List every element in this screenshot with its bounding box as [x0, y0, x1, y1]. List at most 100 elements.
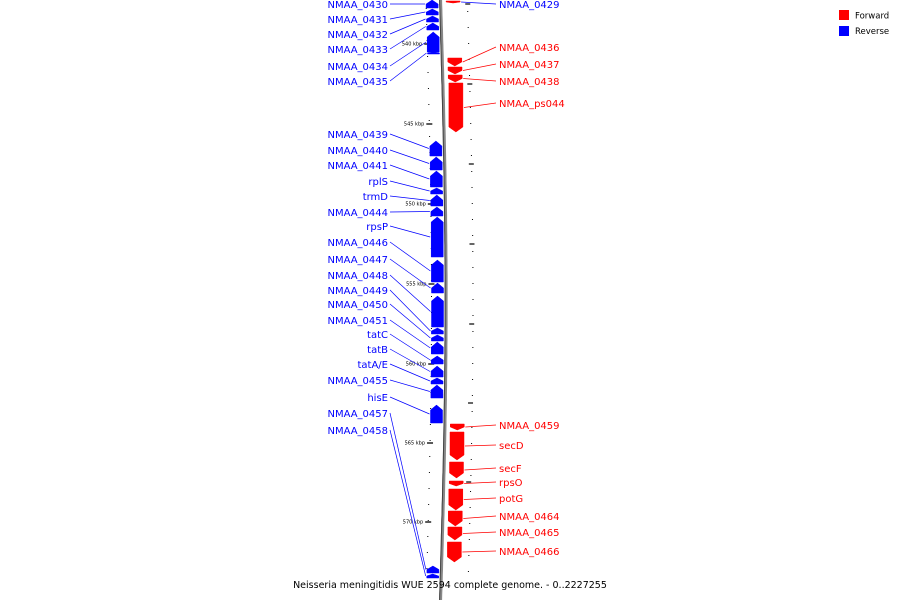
gene-label-potG[interactable]: potG: [499, 494, 523, 505]
leader-line: [462, 46, 497, 63]
scale-tick-minor: [427, 520, 429, 521]
leader-line: [389, 133, 429, 149]
gene-feature-NMAA_0448[interactable]: [431, 295, 444, 328]
gene-feature-rplS[interactable]: [430, 187, 443, 195]
gene-label-hisE[interactable]: hisE: [367, 393, 388, 404]
scale-tick-minor: [472, 299, 474, 300]
gene-label-tatB[interactable]: tatB: [367, 345, 388, 356]
scale-tick-minor: [472, 379, 474, 380]
gene-label-NMAA_0464[interactable]: NMAA_0464: [499, 512, 560, 523]
gene-feature-NMAA_0441[interactable]: [430, 170, 443, 188]
gene-label-NMAA_0457[interactable]: NMAA_0457: [327, 409, 388, 420]
gene-label-NMAA_0459[interactable]: NMAA_0459: [499, 421, 560, 432]
gene-label-NMAA_0435[interactable]: NMAA_0435: [327, 77, 388, 88]
gene-label-NMAA_0439[interactable]: NMAA_0439: [327, 130, 388, 141]
gene-feature-NMAA_0438[interactable]: [447, 74, 463, 83]
gene-label-NMAA_0434[interactable]: NMAA_0434: [327, 62, 388, 73]
gene-feature-NMAA_0459[interactable]: [450, 423, 465, 431]
gene-label-NMAA_0466[interactable]: NMAA_0466: [499, 547, 560, 558]
gene-label-NMAA_0451[interactable]: NMAA_0451: [327, 316, 388, 327]
gene-feature-rpsO[interactable]: [448, 480, 464, 487]
gene-feature-NMAA_0451[interactable]: [431, 341, 444, 355]
gene-label-NMAA_0440[interactable]: NMAA_0440: [327, 146, 388, 157]
leader-line: [462, 531, 497, 534]
gene-feature-secF[interactable]: [449, 461, 464, 479]
gene-label-secF[interactable]: secF: [499, 464, 522, 475]
gene-label-NMAA_0441[interactable]: NMAA_0441: [327, 161, 388, 172]
gene-feature-NMAA_0444[interactable]: [430, 206, 444, 217]
gene-label-NMAA_0429[interactable]: NMAA_0429: [499, 0, 560, 11]
gene-label-tatC[interactable]: tatC: [367, 330, 388, 341]
scale-tick-minor: [469, 107, 471, 108]
gene-label-NMAA_0446[interactable]: NMAA_0446: [327, 238, 388, 249]
gene-feature-NMAA_0447[interactable]: [431, 282, 444, 294]
gene-feature-tatC[interactable]: [430, 355, 444, 365]
gene-feature-NMAA_0446[interactable]: [431, 259, 444, 283]
scale-tick-minor: [470, 139, 472, 140]
gene-feature-NMAA_0430[interactable]: [425, 0, 439, 9]
gene-label-NMAA_0447[interactable]: NMAA_0447: [327, 255, 388, 266]
scale-tick-minor: [470, 155, 472, 156]
gene-feature-NMAA_0457[interactable]: [426, 565, 440, 574]
gene-label-NMAA_0455[interactable]: NMAA_0455: [327, 376, 388, 387]
gene-feature-NMAA_0435[interactable]: [427, 51, 440, 55]
gene-feature-NMAA_0436[interactable]: [447, 57, 463, 67]
gene-feature-NMAA_0465[interactable]: [447, 526, 463, 541]
gene-label-NMAA_0444[interactable]: NMAA_0444: [327, 208, 388, 219]
gene-feature-NMAA_0455[interactable]: [430, 384, 444, 399]
gene-feature-trmD[interactable]: [430, 194, 444, 207]
gene-label-NMAA_0438[interactable]: NMAA_0438: [499, 77, 560, 88]
gene-label-NMAA_0430[interactable]: NMAA_0430: [327, 0, 388, 11]
scale-tick-minor: [472, 267, 474, 268]
gene-label-NMAA_0465[interactable]: NMAA_0465: [499, 528, 560, 539]
leader-line: [389, 149, 430, 164]
scale-tick-minor: [469, 523, 471, 524]
gene-label-secD[interactable]: secD: [499, 441, 524, 452]
gene-label-rpsO[interactable]: rpsO: [499, 478, 523, 489]
gene-feature-NMAA_ps044[interactable]: [448, 82, 464, 133]
gene-feature-tatA/E[interactable]: [430, 377, 444, 385]
gene-feature-NMAA_0466[interactable]: [447, 541, 462, 563]
gene-label-NMAA_0458[interactable]: NMAA_0458: [327, 426, 388, 437]
gene-label-NMAA_0433[interactable]: NMAA_0433: [327, 45, 388, 56]
gene-label-rplS[interactable]: rplS: [368, 177, 388, 188]
scale-tick-minor: [429, 440, 431, 441]
scale-tick-minor: [471, 427, 473, 428]
gene-feature-NMAA_0434[interactable]: [426, 31, 440, 53]
scale-tick-label: 565 kbp: [405, 441, 425, 447]
scale-tick-label: 550 kbp: [405, 202, 425, 208]
gene-label-NMAA_0449[interactable]: NMAA_0449: [327, 286, 388, 297]
gene-label-NMAA_ps044[interactable]: NMAA_ps044: [499, 99, 565, 110]
gene-feature-tatB[interactable]: [430, 365, 444, 378]
gene-feature-secD[interactable]: [449, 431, 465, 461]
gene-feature-NMAA_0437[interactable]: [447, 66, 463, 75]
gene-label-NMAA_0448[interactable]: NMAA_0448: [327, 271, 388, 282]
gene-feature-NMAA_0439[interactable]: [429, 140, 443, 157]
leader-line: [463, 102, 497, 108]
gene-feature-NMAA_0432[interactable]: [426, 15, 439, 23]
gene-label-trmD[interactable]: trmD: [363, 192, 389, 203]
gene-feature-NMAA_0433[interactable]: [426, 22, 440, 31]
leader-line: [461, 1, 497, 5]
gene-label-NMAA_0431[interactable]: NMAA_0431: [327, 15, 388, 26]
gene-label-tatA/E[interactable]: tatA/E: [358, 360, 389, 371]
gene-label-NMAA_0437[interactable]: NMAA_0437: [499, 60, 560, 71]
gene-label-NMAA_0432[interactable]: NMAA_0432: [327, 30, 388, 41]
gene-feature-NMAA_0440[interactable]: [429, 156, 443, 171]
scale-tick-minor: [428, 488, 430, 489]
gene-feature-potG[interactable]: [448, 488, 464, 511]
gene-feature-NMAA_0464[interactable]: [448, 510, 463, 527]
gene-label-rpsP[interactable]: rpsP: [366, 222, 388, 233]
gene-feature-NMAA_0449[interactable]: [431, 327, 444, 335]
gene-feature-NMAA_0450[interactable]: [431, 334, 444, 342]
gene-label-NMAA_0436[interactable]: NMAA_0436: [499, 43, 560, 54]
gene-feature-NMAA_0429[interactable]: [445, 0, 461, 4]
gene-feature-rpsP[interactable]: [430, 216, 444, 258]
leader-line: [389, 429, 427, 577]
gene-feature-NMAA_0431[interactable]: [426, 8, 439, 16]
gene-feature-hisE[interactable]: [430, 404, 443, 424]
gene-feature-NMAA_0458[interactable]: [426, 573, 439, 579]
leader-line: [389, 333, 431, 361]
gene-label-NMAA_0450[interactable]: NMAA_0450: [327, 300, 388, 311]
